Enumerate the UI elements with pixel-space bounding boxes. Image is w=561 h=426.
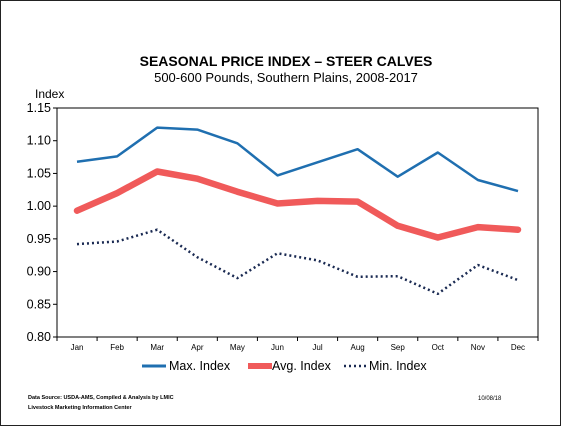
x-tick-label: Feb [110, 343, 124, 352]
legend-max-label: Max. Index [169, 359, 231, 373]
x-tick-label: May [230, 343, 245, 352]
y-axis-ticks: 0.80 0.85 0.90 0.95 1.00 1.05 1.10 1.15 [27, 101, 57, 344]
y-tick-label: 1.10 [27, 134, 51, 148]
y-tick-label: 0.90 [27, 265, 51, 279]
x-tick-label: Mar [150, 343, 164, 352]
y-tick-label: 1.00 [27, 199, 51, 213]
x-tick-label: Dec [511, 343, 525, 352]
y-tick-label: 0.95 [27, 232, 51, 246]
plot-area [56, 107, 539, 338]
chart-title: SEASONAL PRICE INDEX – STEER CALVES [140, 53, 433, 69]
max-index-line [76, 126, 519, 193]
y-axis-label: Index [35, 87, 64, 101]
chart-subtitle: 500-600 Pounds, Southern Plains, 2008-20… [154, 70, 418, 85]
x-axis-ticks: Jan Feb Mar Apr May Jun Jul Aug Sep Oct Nov Dec [56, 337, 539, 352]
legend-min-label: Min. Index [369, 359, 427, 373]
x-tick-label: Jan [71, 343, 84, 352]
y-tick-label: 1.15 [27, 101, 51, 115]
x-tick-label: Jul [312, 343, 322, 352]
y-tick-label: 0.80 [27, 330, 51, 344]
x-tick-label: Jun [271, 343, 284, 352]
chart-series [73, 126, 522, 296]
x-tick-label: Oct [432, 343, 445, 352]
lmic-credit-text: Livestock Marketing Information Center [28, 405, 132, 411]
chart-date: 10/08/18 [478, 396, 502, 402]
avg-index-line [73, 168, 522, 241]
x-tick-label: Aug [351, 343, 365, 352]
y-tick-label: 1.05 [27, 166, 51, 180]
legend-avg-label: Avg. Index [272, 359, 332, 373]
y-tick-label: 0.85 [27, 297, 51, 311]
data-source-text: Data Source: USDA-AMS, Compiled & Analys… [28, 395, 174, 401]
legend: Max. Index Avg. Index Min. Index [142, 359, 427, 373]
min-index-line [76, 228, 519, 296]
x-tick-label: Sep [391, 343, 406, 352]
x-tick-label: Nov [471, 343, 485, 352]
x-tick-label: Apr [191, 343, 204, 352]
